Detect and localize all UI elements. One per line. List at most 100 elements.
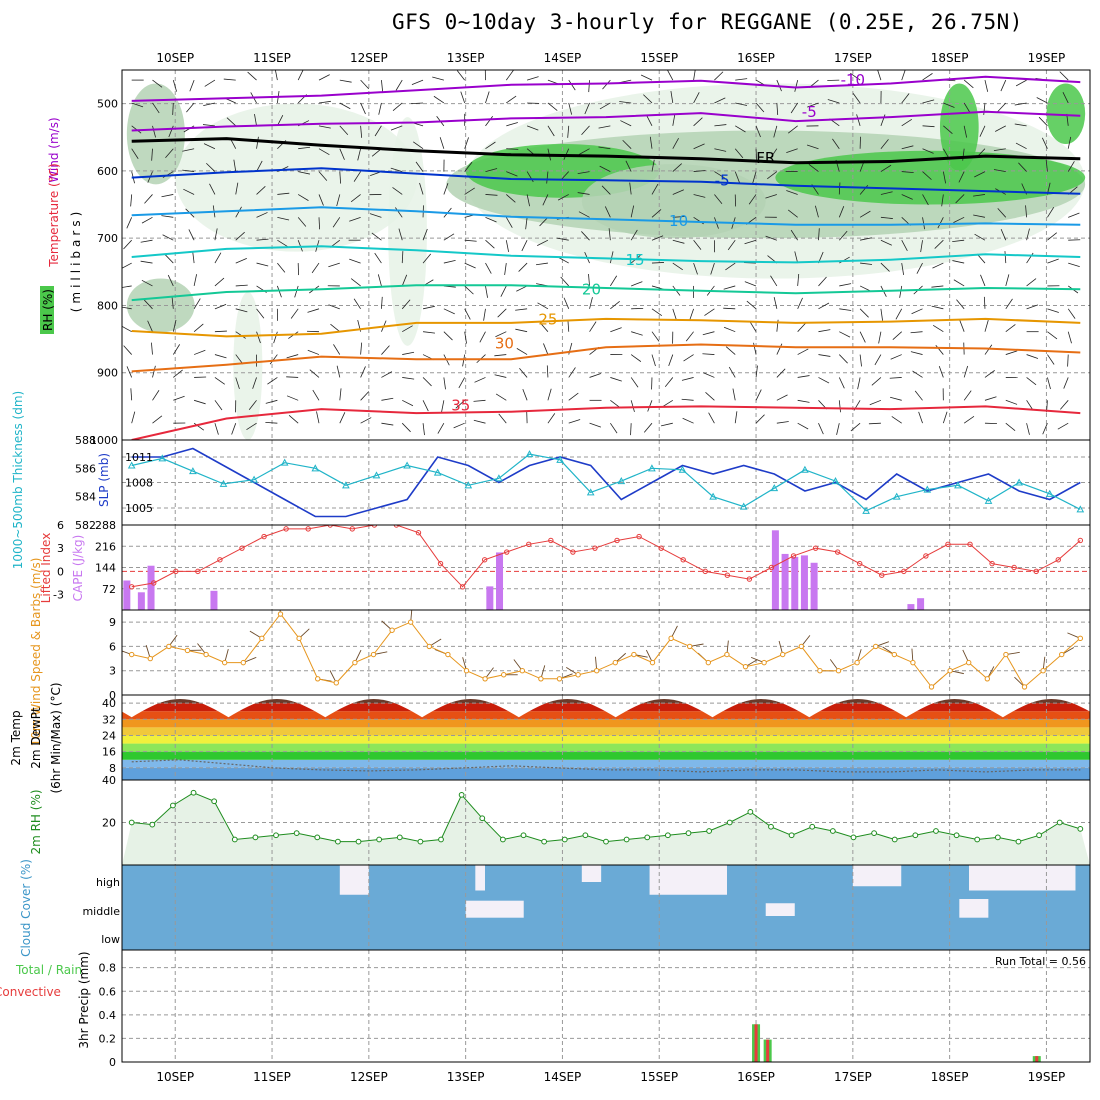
lifted-marker	[967, 541, 973, 548]
temp2m-panel	[122, 695, 1090, 780]
wind-barb	[640, 74, 653, 81]
wind-barb	[874, 354, 882, 366]
wind-barb	[556, 237, 569, 241]
wind-barb	[880, 191, 893, 195]
wind-barb	[839, 331, 851, 338]
wind-barb	[672, 239, 685, 244]
wind-barb	[374, 125, 382, 137]
wind-barb	[723, 307, 736, 310]
rh-marker	[438, 836, 444, 843]
date-label-top: 19SEP	[1028, 51, 1066, 65]
wind-barb	[794, 251, 799, 264]
wind-barb	[1057, 422, 1069, 430]
thickness-marker	[923, 485, 932, 493]
lifted-marker	[614, 537, 620, 544]
y-tick-label-left: 0	[57, 565, 64, 578]
wind-marker	[277, 611, 284, 617]
thickness-marker	[250, 475, 258, 483]
wind-barb	[727, 239, 736, 251]
cape-bar	[907, 604, 915, 610]
wind-barb	[558, 256, 569, 264]
rh-marker	[1036, 832, 1042, 839]
date-label-top: 12SEP	[350, 51, 388, 65]
temp-bands	[122, 699, 1090, 780]
wind-barb	[567, 319, 570, 332]
wind-barb	[1047, 377, 1051, 390]
wind-barb	[1026, 228, 1030, 241]
wind-barb	[646, 114, 653, 127]
wind-barb	[839, 354, 848, 364]
wind-barb	[381, 371, 393, 378]
wind-barb	[256, 238, 269, 241]
wind-barb	[535, 262, 548, 266]
lifted-marker	[945, 541, 951, 548]
wind-barb	[963, 390, 972, 401]
isotherm-line	[131, 206, 1081, 226]
wind-barb	[877, 70, 882, 81]
rh-marker	[335, 838, 341, 845]
ylabel-precip: 3hr Precip (mm)	[77, 951, 91, 1048]
wind-barb	[662, 399, 674, 408]
wind-barb	[401, 299, 411, 310]
cape-bar	[810, 562, 818, 610]
date-label-top: 14SEP	[544, 51, 582, 65]
wind-barb	[381, 345, 390, 355]
wind-barb	[880, 262, 890, 272]
wind-barb	[290, 308, 299, 319]
rh-marker	[829, 828, 836, 834]
cloud-clear	[475, 865, 485, 891]
wind-barb	[485, 168, 498, 172]
lifted-marker	[702, 568, 708, 575]
panel-frame	[121, 609, 1091, 696]
wind-marker	[259, 635, 265, 642]
wind-barb	[1060, 400, 1069, 410]
thickness-marker	[127, 461, 136, 469]
thickness-marker	[189, 467, 197, 475]
wind-barb	[171, 296, 174, 309]
wind-barb	[959, 320, 965, 332]
wind-barb	[1047, 232, 1057, 241]
wind-barb	[1004, 251, 1007, 264]
wind-barb	[392, 187, 403, 195]
wind-barb	[433, 95, 445, 104]
wind-barb	[630, 354, 642, 362]
wind-barb	[589, 321, 597, 332]
wind-barb	[797, 273, 800, 286]
wind-barb	[769, 148, 778, 159]
wind-marker	[835, 668, 842, 674]
y-tick-label-right: 1011	[125, 451, 153, 464]
wind-barb	[223, 78, 236, 81]
wind-marker	[426, 643, 432, 650]
date-label-top: 11SEP	[253, 51, 291, 65]
y-tick-label-left: 588	[75, 434, 96, 447]
wind-barb	[714, 71, 724, 81]
wind-barb	[360, 102, 366, 115]
wind-barb	[931, 305, 944, 310]
wind-barb	[122, 285, 132, 288]
wind-barb	[357, 148, 362, 161]
wind-marker	[1059, 651, 1065, 658]
wind-barb	[231, 423, 237, 435]
wind-barb	[256, 212, 268, 218]
wind-barb	[519, 367, 528, 378]
wind-barb	[776, 368, 786, 378]
wind-barb	[1042, 423, 1048, 435]
date-label-bottom: 18SEP	[931, 1070, 969, 1084]
wind-barb	[165, 148, 174, 159]
wind-barb	[755, 389, 762, 401]
wind-barb	[172, 319, 177, 332]
wind-barb	[880, 239, 892, 246]
rh-marker	[809, 823, 816, 830]
wind-barb	[839, 308, 852, 311]
wind-barb	[610, 399, 621, 408]
wind-barb	[151, 148, 153, 161]
wind-barb	[651, 354, 656, 367]
wind-barb	[577, 171, 590, 175]
wind-barb	[943, 125, 953, 135]
wind-barb	[672, 113, 676, 126]
wind-marker	[631, 651, 637, 658]
lifted-marker	[724, 572, 731, 578]
wind-barb	[350, 278, 361, 287]
wind-barb	[973, 214, 986, 218]
